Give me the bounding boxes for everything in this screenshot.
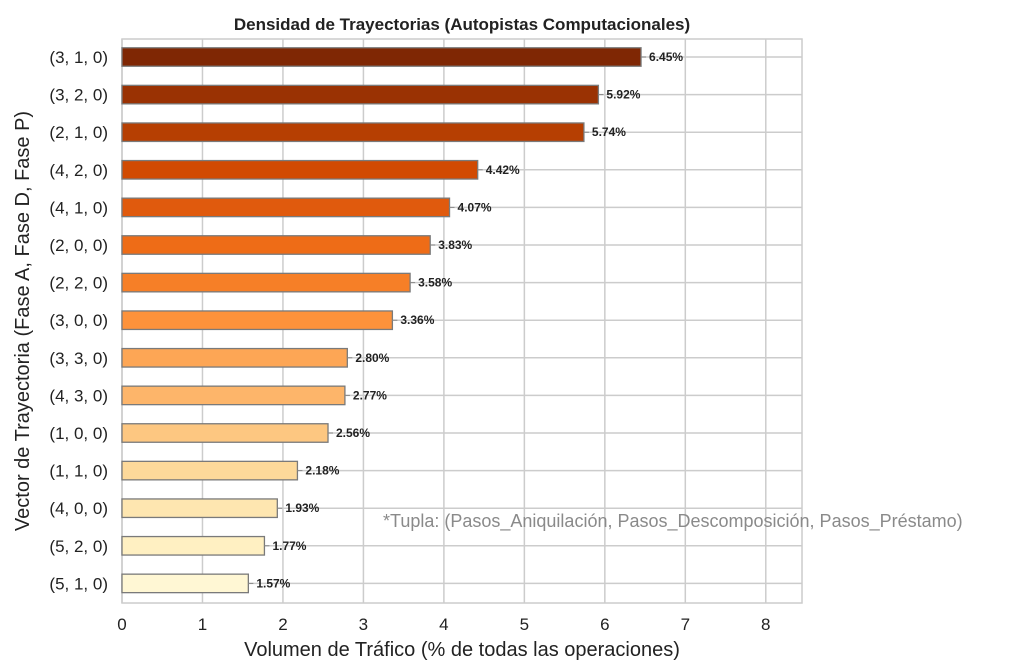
y-tick-label: (4, 1, 0) [49,198,108,217]
bar-value-label: 2.80% [355,351,389,365]
bar-value-label: 5.74% [592,125,626,139]
bar-value-label: 5.92% [606,88,640,102]
y-tick-label: (4, 0, 0) [49,499,108,518]
x-tick-labels: 0 1 2 3 4 5 6 7 8 [117,615,770,634]
tuple-annotation: *Tupla: (Pasos_Aniquilación, Pasos_Desco… [383,511,963,532]
bar [121,197,451,218]
y-tick-label: (3, 0, 0) [49,311,108,330]
bar [121,498,278,519]
bars [121,47,642,594]
bar-value-label: 3.83% [438,238,472,252]
bar [121,47,642,67]
bar-value-label: 2.18% [305,464,339,478]
y-tick-label: (3, 1, 0) [49,48,108,67]
bar-value-label: 4.07% [458,200,492,214]
y-tick-label: (4, 3, 0) [49,386,108,405]
y-tick-label: (1, 0, 0) [49,424,108,443]
bar [121,385,346,406]
bar-value-label: 1.93% [285,501,319,515]
y-tick-label: (5, 2, 0) [49,537,108,556]
chart-title: Densidad de Trayectorias (Autopistas Com… [234,15,690,34]
bar [121,122,585,143]
bar [121,310,394,331]
x-tick-label: 4 [439,615,448,634]
x-tick-label: 3 [359,615,368,634]
y-tick-label: (3, 2, 0) [49,86,108,105]
bar-value-label: 3.36% [400,313,434,327]
bar-value-label: 3.58% [418,276,452,290]
x-tick-label: 6 [600,615,609,634]
y-axis-label: Vector de Trayectoria (Fase A, Fase D, F… [12,111,34,531]
bar [121,460,299,481]
x-tick-label: 0 [117,615,126,634]
data-labels: 6.45% 5.92% 5.74% 4.42% 4.07% 3.83% 3.58% 3.36%… [248,50,683,590]
bar [121,235,431,255]
bar-value-label: 2.77% [353,388,387,402]
bar-value-label: 1.57% [256,576,290,590]
y-tick-label: (5, 1, 0) [49,574,108,593]
y-tick-label: (2, 1, 0) [49,123,108,142]
x-axis-label: Volumen de Tráfico (% de todas las opera… [244,639,680,661]
x-tick-label: 5 [520,615,529,634]
bar [121,535,266,556]
bar [121,573,249,594]
x-tick-label: 2 [278,615,287,634]
bar-value-label: 6.45% [649,50,683,64]
y-tick-label: (3, 3, 0) [49,349,108,368]
x-tick-label: 8 [761,615,770,634]
y-tick-label: (2, 2, 0) [49,274,108,293]
y-tick-labels: (3, 1, 0) (3, 2, 0) (2, 1, 0) (4, 2, 0) (4, … [49,48,108,593]
bar [121,272,411,293]
x-tick-label: 1 [198,615,207,634]
bar [121,159,479,180]
bar-value-label: 2.56% [336,426,370,440]
y-tick-label: (4, 2, 0) [49,161,108,180]
bar [121,347,348,368]
y-tick-label: (2, 0, 0) [49,236,108,255]
bar-value-label: 1.77% [272,539,306,553]
bar [121,84,600,105]
x-tick-label: 7 [681,615,690,634]
y-tick-label: (1, 1, 0) [49,462,108,481]
bar-value-label: 4.42% [486,163,520,177]
bar [121,423,329,443]
